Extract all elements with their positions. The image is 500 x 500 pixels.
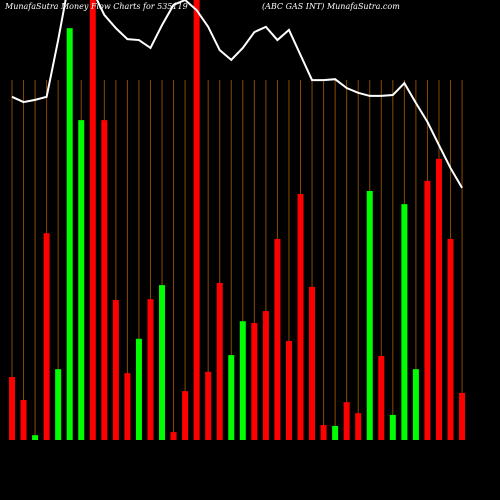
bar bbox=[378, 355, 385, 440]
bar bbox=[182, 391, 189, 440]
bar bbox=[170, 432, 177, 440]
bar bbox=[55, 369, 62, 440]
bar bbox=[124, 373, 131, 440]
bar bbox=[112, 300, 119, 440]
bar bbox=[66, 28, 73, 440]
bar bbox=[20, 399, 27, 440]
bar bbox=[78, 120, 85, 441]
bar bbox=[32, 435, 39, 440]
bar bbox=[216, 282, 223, 440]
bar bbox=[239, 321, 246, 440]
bar bbox=[332, 425, 339, 440]
bar bbox=[159, 285, 166, 440]
bar bbox=[424, 180, 431, 440]
bar bbox=[401, 204, 408, 440]
bar bbox=[343, 402, 350, 440]
bar bbox=[9, 377, 15, 440]
bar bbox=[355, 413, 362, 440]
bar bbox=[389, 414, 396, 440]
bar bbox=[366, 190, 373, 440]
bar bbox=[435, 158, 442, 440]
plot bbox=[9, 0, 466, 441]
chart-subtitle: (ABC GAS INT) MunafaSutra.com bbox=[262, 2, 400, 11]
bar bbox=[89, 0, 96, 440]
bar bbox=[447, 238, 454, 440]
bar bbox=[285, 341, 292, 440]
bar bbox=[262, 311, 269, 440]
bar bbox=[320, 425, 327, 440]
bar bbox=[43, 233, 50, 440]
bar bbox=[251, 322, 258, 440]
bar bbox=[228, 355, 235, 440]
bar bbox=[459, 392, 466, 440]
chart-title: MunafaSutra Money Flow Charts for 535119 bbox=[4, 2, 188, 11]
price-line bbox=[11, 0, 463, 189]
bar bbox=[274, 238, 281, 440]
bar bbox=[297, 194, 304, 440]
bar bbox=[147, 299, 154, 440]
bar bbox=[193, 0, 200, 440]
bar bbox=[205, 371, 212, 440]
bar bbox=[135, 338, 142, 440]
bar bbox=[412, 369, 419, 440]
bar bbox=[101, 120, 108, 441]
bar bbox=[309, 286, 316, 440]
